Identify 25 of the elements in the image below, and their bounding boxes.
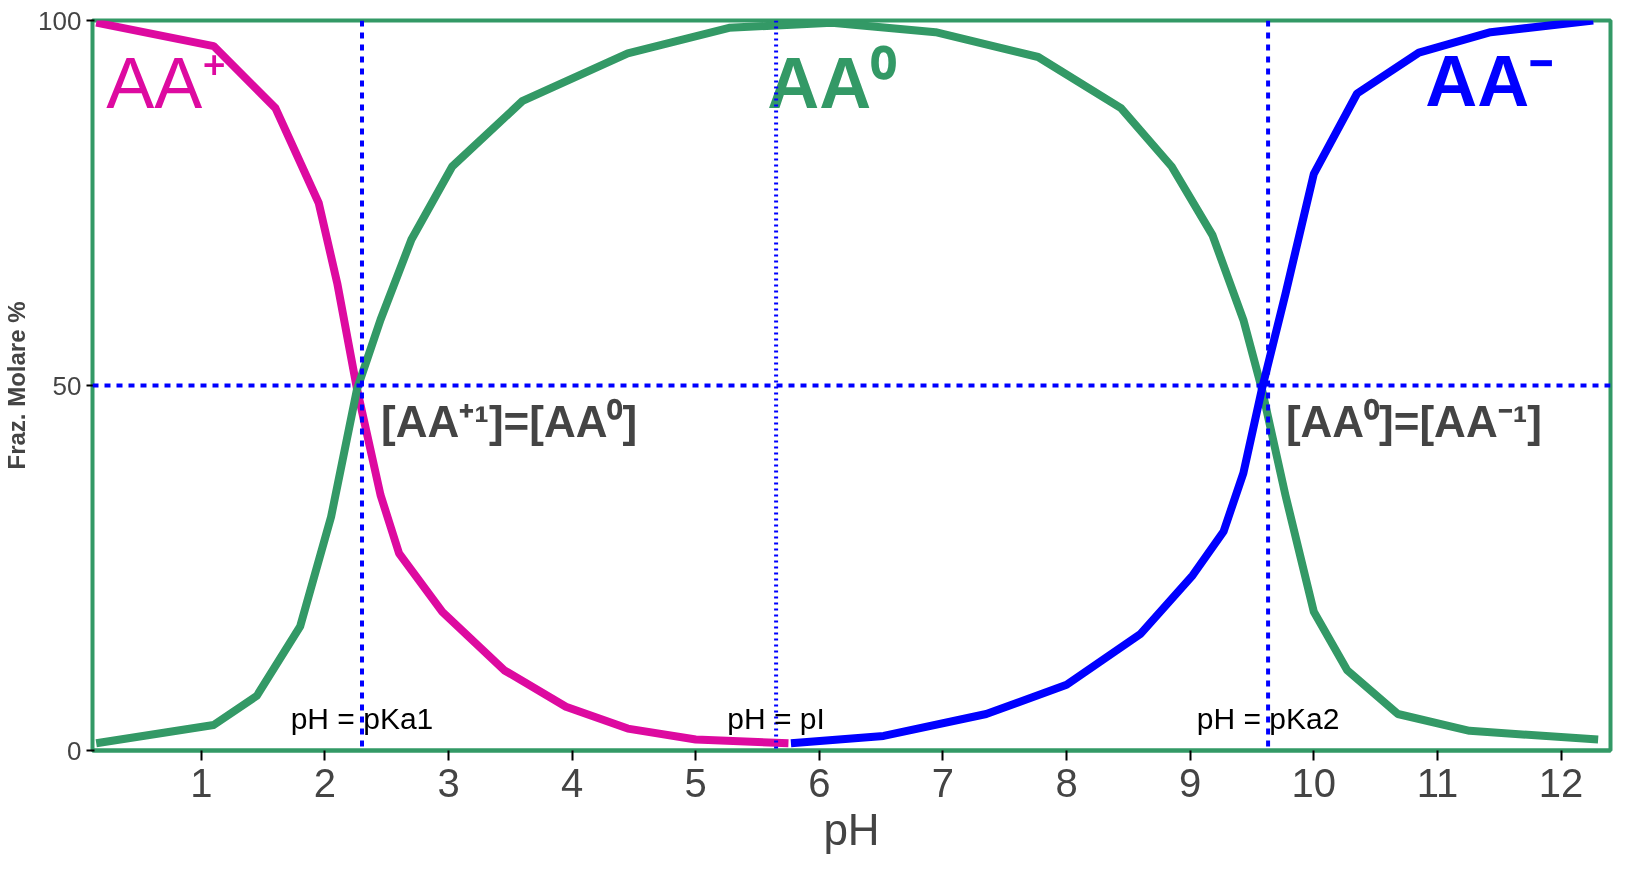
- y-tick-label: 50: [52, 370, 82, 401]
- x-tick-label: 3: [437, 760, 460, 805]
- ref-line-label: pH = pKa1: [290, 701, 434, 735]
- x-tick-label: 4: [561, 760, 584, 805]
- series-label: AA⁰: [767, 42, 897, 123]
- y-tick-label: 0: [67, 735, 82, 766]
- x-tick-label: 8: [1055, 760, 1078, 805]
- series-label: AA⁻: [1425, 40, 1554, 121]
- y-tick-label: 100: [38, 5, 82, 36]
- annotation: [AA⁺¹]=[AA⁰]: [381, 397, 638, 447]
- x-tick-label: 7: [931, 760, 955, 805]
- x-tick-label: 2: [313, 760, 337, 805]
- annotation: [AA⁰]=[AA⁻¹]: [1285, 397, 1542, 447]
- ref-line-label: pH = pKa2: [1196, 701, 1340, 735]
- x-tick-label: 11: [1416, 760, 1459, 805]
- series-label: AA⁺: [106, 42, 227, 123]
- x-tick-label: 12: [1538, 760, 1584, 805]
- x-tick-label: 10: [1291, 760, 1337, 805]
- x-tick-label: 9: [1179, 760, 1202, 805]
- x-axis-title: pH: [823, 804, 880, 854]
- x-tick-label: 5: [684, 760, 707, 805]
- x-tick-label: 1: [190, 760, 213, 805]
- ref-line-label: pH = pI: [727, 701, 825, 735]
- x-tick-label: 6: [808, 760, 831, 805]
- y-axis-title: Fraz. Molare %: [3, 301, 31, 470]
